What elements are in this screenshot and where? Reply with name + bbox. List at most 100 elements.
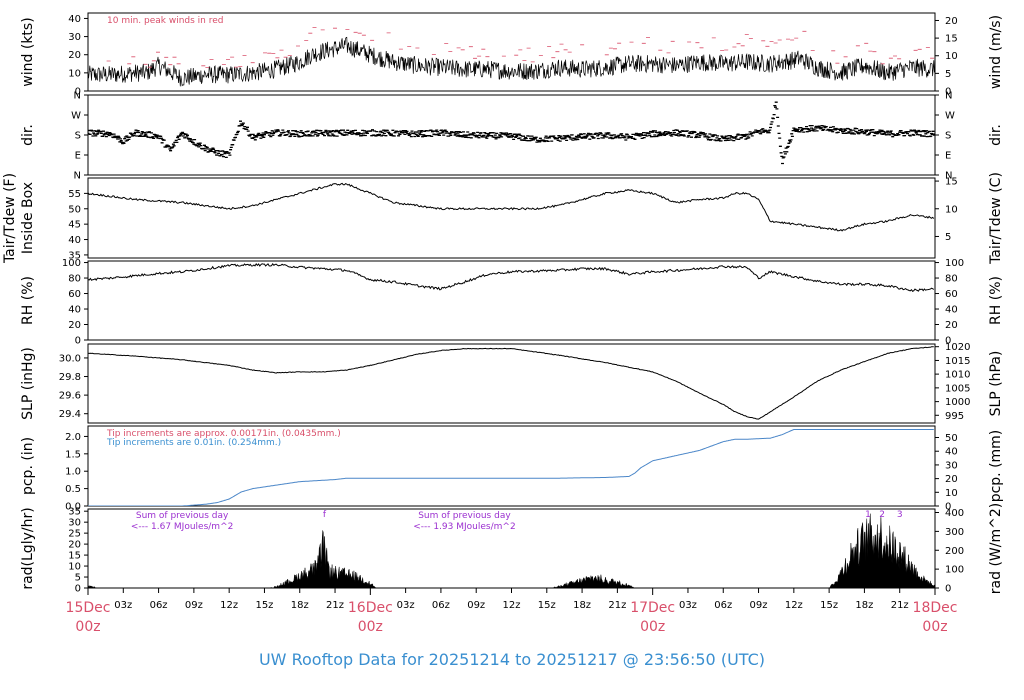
time-tick-label: 15z (538, 600, 556, 611)
rad-right-tick-label: 200 (945, 546, 964, 557)
pcp-annotation-approx: Tip increments are approx. 0.00171in. (0… (106, 429, 341, 439)
pcp-left-tick-label: 1.0 (65, 467, 81, 478)
rad-left-tick-label: 15 (68, 551, 81, 562)
pcp-series (88, 429, 934, 506)
wind-left-tick-label: 40 (68, 14, 81, 25)
rad-left-tick-label: 30 (68, 518, 81, 529)
wind-right-tick-label: 15 (945, 34, 958, 45)
rh-right-tick-label: 60 (945, 289, 958, 300)
wind-annotation: 10 min. peak winds in red (107, 16, 224, 26)
time-tick-label: 18z (291, 600, 309, 611)
pcp-left-tick-label: 1.5 (65, 449, 81, 460)
slp-right-tick-label: 1020 (945, 342, 970, 353)
rad-marker: f (323, 510, 327, 520)
time-tick-label: 21z (326, 600, 344, 611)
temp-left-tick-label: 35 (68, 250, 81, 261)
slp-right-tick-label: 995 (945, 411, 964, 422)
slp-right-tick-label: 1010 (945, 370, 970, 381)
pcp-right-tick-label: 10 (945, 488, 958, 499)
slp-right-label: SLP (hPa) (988, 351, 1004, 417)
time-axis: 03z 06z 09z 12z 15z 18z 21z 03z 06z 09z 12z 15z 18z 2… (66, 588, 958, 635)
rad-right-label: rad (W/m^2) (988, 503, 1004, 594)
rad-left-tick-label: 5 (75, 573, 81, 584)
time-tick-label: 06z (150, 600, 168, 611)
pcp-right-tick-label: 20 (945, 474, 958, 485)
rad-left-tick-label: 35 (68, 507, 81, 518)
temp-left-tick-label: 45 (68, 220, 81, 231)
time-tick-label: 09z (467, 600, 485, 611)
rad-left-tick-label: 10 (68, 562, 81, 573)
rh-rh-line (88, 262, 935, 292)
wind-left-tick-label: 0 (75, 87, 81, 98)
dir-right-tick-label: S (945, 131, 951, 142)
temp-left-tick-label: 50 (68, 204, 81, 215)
day-label-hour: 00z (922, 619, 947, 635)
rh-left-tick-label: 60 (68, 289, 81, 300)
pcp-right-tick-label: 50 (945, 433, 958, 444)
page-title: UW Rooftop Data for 20251214 to 20251217… (259, 650, 765, 669)
rad-right-tick-label: 100 (945, 565, 964, 576)
rad-annotation: <--- 1.67 MJoules/m^2 (131, 522, 233, 532)
wind-speed-line (88, 36, 935, 87)
rh-left-tick-label: 100 (62, 258, 81, 269)
day-label-date: 15Dec (66, 600, 111, 616)
dir-direction-points (88, 101, 935, 165)
time-tick-label: 12z (220, 600, 238, 611)
time-tick-label: 15z (820, 600, 838, 611)
rad-left-tick-label: 20 (68, 540, 81, 551)
rad-marker: 2 (879, 510, 885, 520)
rh-left-tick-label: 0 (75, 336, 81, 347)
temp-right-tick-label: 5 (945, 232, 951, 243)
day-label-date: 17Dec (630, 600, 675, 616)
rad-marker: 3 (897, 510, 903, 520)
dir-left-label: dir. (20, 124, 36, 146)
day-label-hour: 00z (75, 619, 100, 635)
wind-left-label: wind (kts) (20, 17, 36, 86)
wind-right-tick-label: 0 (945, 87, 951, 98)
temp-right-tick-label: 10 (945, 204, 958, 215)
wind-left-tick-label: 30 (68, 32, 81, 43)
panel-slp: 29.4 29.6 29.8 30.0 995 1000 1005 1010 1015 1020 S… (20, 342, 1004, 424)
temp-series (88, 182, 935, 232)
rh-left-label: RH (%) (20, 276, 36, 325)
pcp-annotation-tip: Tip increments are 0.01in. (0.254mm.) (106, 438, 281, 448)
slp-left-tick-label: 30.0 (59, 353, 81, 364)
dir-right-tick-label: N (945, 91, 952, 102)
rh-right-tick-label: 80 (945, 274, 958, 285)
rh-left-tick-label: 40 (68, 305, 81, 316)
pcp-right-tick-label: 0 (945, 502, 951, 513)
time-tick-label: 12z (503, 600, 521, 611)
rad-annotation: Sum of previous day (418, 511, 511, 521)
dir-left-tick-label: S (75, 131, 81, 142)
wind-peak-marks (106, 27, 935, 68)
panel-pcp: 0.0 0.5 1.0 1.5 2.0 0 10 20 30 40 50 pcp. (in) pcp. … (20, 425, 1004, 513)
dir-right-tick-label: E (945, 151, 951, 162)
day-label-hour: 00z (640, 619, 665, 635)
day-label-date: 18Dec (913, 600, 958, 616)
time-tick-label: 12z (785, 600, 803, 611)
slp-series (88, 346, 934, 420)
day-label-date: 16Dec (348, 600, 393, 616)
temp-tair-line (88, 182, 935, 232)
dir-right-label: dir. (988, 124, 1004, 146)
pcp-frame (87, 425, 936, 507)
rh-left-tick-label: 80 (68, 274, 81, 285)
dir-right-tick-label: W (945, 111, 955, 122)
rad-right-tick-label: 300 (945, 527, 964, 538)
rad-series (88, 513, 935, 588)
panel-rh: 0 20 40 60 80 100 0 20 40 60 80 100 RH (%) RH (%) (20, 258, 1004, 346)
slp-left-tick-label: 29.4 (59, 409, 81, 420)
wind-right-tick-label: 10 (945, 51, 958, 62)
wind-left-tick-label: 10 (68, 68, 81, 79)
rh-series (88, 262, 935, 292)
temp-left-label-2: Tair/Tdew (F) (2, 173, 18, 264)
rad-right-tick-label: 400 (945, 508, 964, 519)
time-tick-label: 21z (891, 600, 909, 611)
time-tick-label: 21z (608, 600, 626, 611)
slp-left-label: SLP (inHg) (20, 347, 36, 420)
rh-right-tick-label: 40 (945, 305, 958, 316)
